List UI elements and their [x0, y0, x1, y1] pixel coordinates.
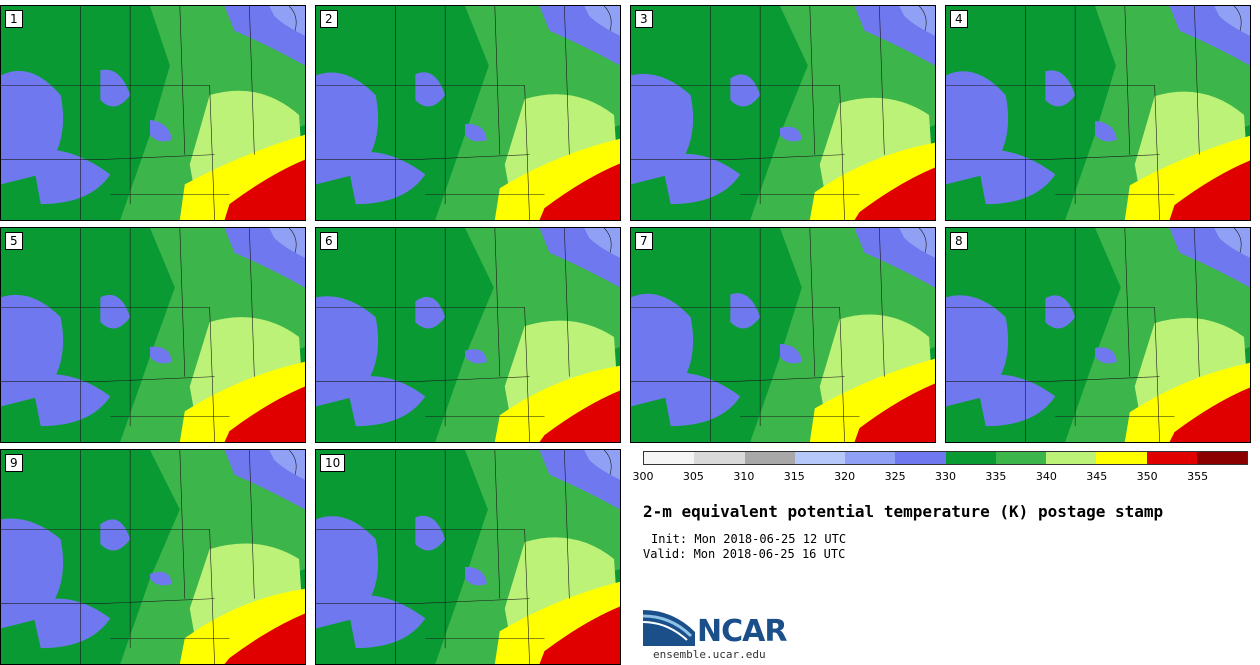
colorbar-swatch [1196, 452, 1247, 464]
panel-number: 1 [5, 10, 23, 28]
map-panel: 2 [315, 5, 621, 221]
colorbar-tick-label: 305 [682, 470, 704, 483]
colorbar-swatch [694, 452, 745, 464]
temperature-field [1, 6, 305, 220]
map-panel: 4 [945, 5, 1251, 221]
panel-number: 5 [5, 232, 23, 250]
panel-number: 10 [320, 454, 346, 472]
panel-number: 8 [950, 232, 968, 250]
panel-number: 7 [635, 232, 653, 250]
colorbar-swatch [1046, 452, 1097, 464]
map-panel: 3 [630, 5, 936, 221]
temperature-field [316, 450, 620, 664]
panel-number: 6 [320, 232, 338, 250]
map-panel: 10 [315, 449, 621, 665]
colorbar-swatch [945, 452, 996, 464]
colorbar [643, 451, 1248, 465]
panel-number: 4 [950, 10, 968, 28]
panel-number: 2 [320, 10, 338, 28]
colorbar-tick-label: 350 [1136, 470, 1158, 483]
map-panel: 7 [630, 227, 936, 443]
valid-time: Valid: Mon 2018-06-25 16 UTC [643, 547, 846, 561]
colorbar-tick-label: 355 [1187, 470, 1209, 483]
temperature-field [946, 228, 1250, 442]
plot-title: 2-m equivalent potential temperature (K)… [643, 502, 1164, 521]
temperature-field [1, 450, 305, 664]
colorbar-tick-label: 310 [733, 470, 755, 483]
colorbar-tick-label: 300 [632, 470, 654, 483]
colorbar-tick-label: 335 [985, 470, 1007, 483]
colorbar-swatch [845, 452, 896, 464]
colorbar-swatch [794, 452, 845, 464]
colorbar-tick-label: 315 [783, 470, 805, 483]
temperature-field [946, 6, 1250, 220]
panel-number: 9 [5, 454, 23, 472]
colorbar-swatch [1096, 452, 1147, 464]
panel-number: 3 [635, 10, 653, 28]
ncar-logo-icon [643, 610, 695, 646]
colorbar-tick-label: 330 [935, 470, 956, 483]
colorbar-swatch [644, 452, 695, 464]
ncar-logo-text: NCAR [697, 614, 787, 649]
colorbar-swatch [995, 452, 1046, 464]
map-panel: 6 [315, 227, 621, 443]
colorbar-tick-label: 320 [834, 470, 856, 483]
logo-url: ensemble.ucar.edu [653, 648, 766, 661]
colorbar-swatch [744, 452, 795, 464]
temperature-field [316, 228, 620, 442]
map-panel: 8 [945, 227, 1251, 443]
init-time: Init: Mon 2018-06-25 12 UTC [651, 532, 847, 546]
temperature-field [631, 6, 935, 220]
colorbar-swatch [895, 452, 946, 464]
map-panel: 5 [0, 227, 306, 443]
map-panel: 9 [0, 449, 306, 665]
temperature-field [1, 228, 305, 442]
temperature-field [316, 6, 620, 220]
colorbar-swatch [1146, 452, 1197, 464]
temperature-field [631, 228, 935, 442]
colorbar-tick-label: 325 [884, 470, 906, 483]
colorbar-tick-label: 340 [1035, 470, 1057, 483]
map-panel: 1 [0, 5, 306, 221]
colorbar-ticks: 300 305 310 315 320 325 330 335 340 345 350 355 [633, 470, 1248, 484]
colorbar-tick-label: 345 [1086, 470, 1108, 483]
